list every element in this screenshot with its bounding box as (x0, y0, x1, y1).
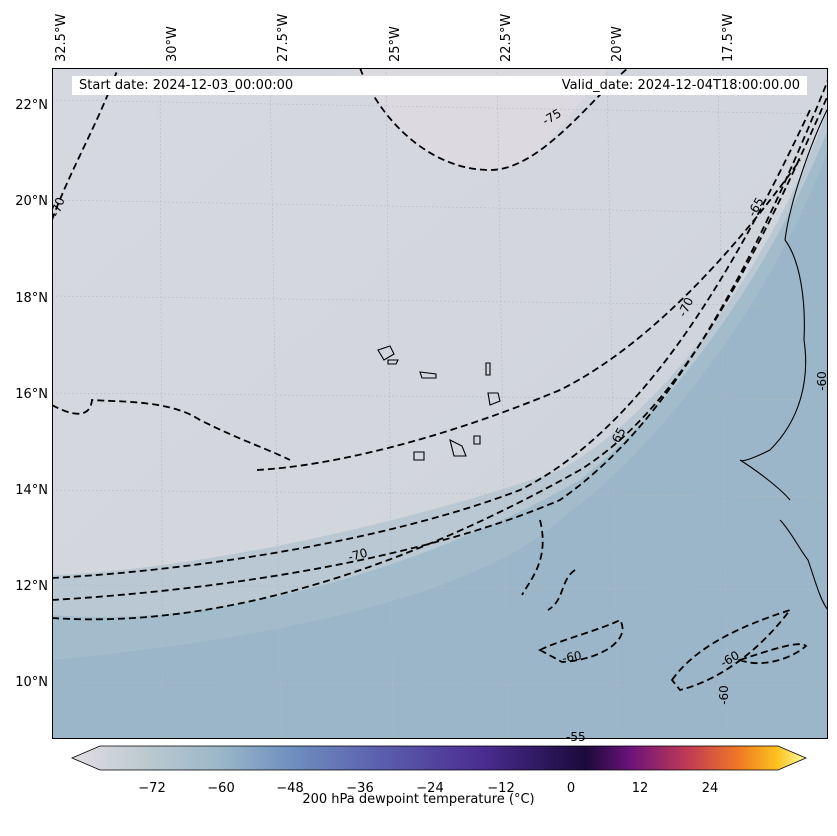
colorbar-tick: 12 (631, 781, 649, 796)
colorbar-bar (70, 745, 808, 771)
graticule (52, 68, 828, 739)
colorbar-tick: −48 (276, 781, 304, 796)
colorbar-tick: −12 (487, 781, 515, 796)
valid-date-label: Valid_date: 2024-12-04T18:00:00.00 (561, 78, 800, 93)
island-sao-nicolau (419, 371, 437, 379)
map-panel (52, 68, 828, 739)
start-date-label: Start date: 2024-12-03_00:00:00 (79, 78, 294, 93)
island-santo-antao (377, 345, 395, 361)
colorbar-tick: 24 (701, 781, 719, 796)
contour-minus70-cv (52, 399, 291, 461)
lat-label: 20°N (15, 194, 48, 209)
contour-minus70-b (52, 109, 811, 579)
lon-label: 17.5°W (721, 13, 736, 62)
island-sal (485, 362, 491, 376)
contour-minus60-b (538, 618, 624, 663)
colorbar-tick: −36 (346, 781, 374, 796)
lon-label: 22.5°W (499, 13, 514, 62)
lon-label: 20°W (610, 26, 625, 62)
contour-label: -55 (566, 730, 586, 744)
lat-label: 14°N (15, 483, 48, 498)
moist-field-3 (52, 150, 828, 739)
coastlines (377, 107, 828, 611)
lat-label: 10°N (15, 675, 48, 690)
contour-label: -60 (814, 371, 829, 391)
lat-label: 12°N (15, 579, 48, 594)
colorbar (70, 745, 808, 771)
lat-label: 16°N (15, 387, 48, 402)
contour-minus60-a (521, 519, 576, 611)
map-border (52, 68, 828, 739)
island-sao-vicente (387, 359, 399, 365)
info-bar: Start date: 2024-12-03_00:00:00 Valid_da… (72, 76, 807, 95)
island-fogo (413, 451, 425, 461)
colorbar-title: 200 hPa dewpoint temperature (°C) (302, 792, 535, 807)
contour-minus60-c (670, 608, 793, 692)
island-santiago (449, 438, 467, 457)
colorbar-tick: −60 (207, 781, 235, 796)
west-africa-coast (739, 107, 828, 501)
contour-lines (52, 68, 828, 739)
contour-minus65 (52, 79, 828, 601)
contour-minus65-b (52, 94, 828, 621)
lat-label: 18°N (15, 291, 48, 306)
contour-label: -60 (716, 685, 731, 705)
contour-minus70-a (256, 159, 801, 471)
lon-label: 25°W (388, 26, 403, 62)
colorbar-tick: −24 (416, 781, 444, 796)
island-maio (473, 435, 481, 445)
lon-label: 32.5°W (54, 13, 69, 62)
lat-label: 22°N (15, 98, 48, 113)
contour-minus60-d (737, 643, 808, 664)
island-boa-vista (487, 392, 501, 406)
lon-label: 30°W (165, 26, 180, 62)
lon-label: 27.5°W (276, 13, 291, 62)
colorbar-tick: 0 (566, 781, 576, 796)
senegal-coast (779, 519, 828, 611)
colorbar-tick: −72 (138, 781, 166, 796)
